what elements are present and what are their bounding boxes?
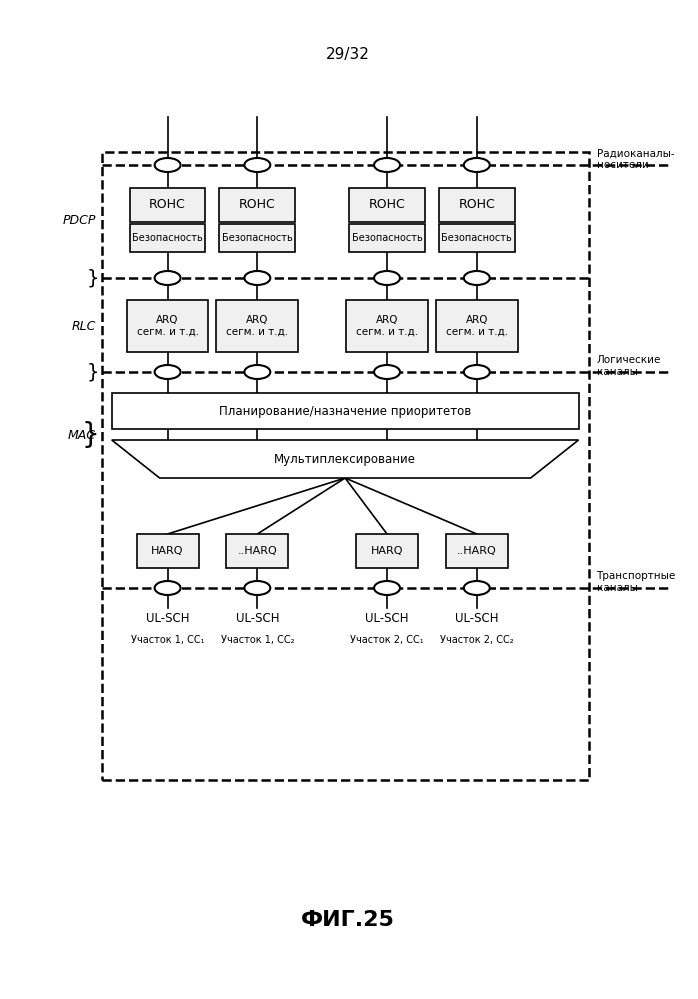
Text: ARQ
сегм. и т.д.: ARQ сегм. и т.д. bbox=[226, 316, 288, 337]
Bar bbox=[436, 300, 518, 352]
Text: }: } bbox=[87, 269, 98, 288]
Bar bbox=[349, 188, 425, 222]
Text: Радиоканалы-
носители: Радиоканалы- носители bbox=[597, 148, 674, 170]
Text: ROHC: ROHC bbox=[459, 199, 495, 212]
Bar bbox=[102, 152, 588, 780]
Text: }: } bbox=[87, 363, 98, 382]
Bar bbox=[137, 534, 198, 568]
Text: Безопасность: Безопасность bbox=[222, 233, 292, 243]
Ellipse shape bbox=[464, 158, 490, 172]
Bar bbox=[216, 300, 298, 352]
Text: UL-SCH: UL-SCH bbox=[455, 611, 498, 624]
Text: Безопасность: Безопасность bbox=[352, 233, 422, 243]
Text: RLC: RLC bbox=[71, 320, 96, 333]
Text: Участок 2, CC₁: Участок 2, CC₁ bbox=[350, 635, 424, 645]
Text: Транспортные
каналы: Транспортные каналы bbox=[597, 571, 676, 592]
Text: ..HARQ: ..HARQ bbox=[237, 546, 277, 556]
Text: ROHC: ROHC bbox=[369, 199, 406, 212]
Bar bbox=[349, 224, 425, 252]
Text: ARQ
сегм. и т.д.: ARQ сегм. и т.д. bbox=[137, 316, 199, 337]
Ellipse shape bbox=[155, 365, 181, 379]
Text: ФИГ.25: ФИГ.25 bbox=[302, 910, 395, 930]
Text: UL-SCH: UL-SCH bbox=[236, 611, 279, 624]
Bar bbox=[130, 224, 205, 252]
Ellipse shape bbox=[464, 365, 490, 379]
Ellipse shape bbox=[464, 581, 490, 595]
Text: ..HARQ: ..HARQ bbox=[457, 546, 497, 556]
Bar bbox=[219, 188, 295, 222]
Bar bbox=[439, 188, 514, 222]
Text: Участок 1, CC₁: Участок 1, CC₁ bbox=[131, 635, 205, 645]
Bar bbox=[439, 224, 514, 252]
Text: Безопасность: Безопасность bbox=[441, 233, 512, 243]
Text: Планирование/назначение приоритетов: Планирование/назначение приоритетов bbox=[219, 405, 471, 418]
Ellipse shape bbox=[464, 271, 490, 285]
Text: }: } bbox=[81, 422, 98, 450]
Ellipse shape bbox=[155, 271, 181, 285]
Text: Безопасность: Безопасность bbox=[132, 233, 203, 243]
Text: PDCP: PDCP bbox=[62, 214, 96, 227]
Bar bbox=[219, 224, 295, 252]
Bar bbox=[130, 188, 205, 222]
Ellipse shape bbox=[244, 365, 270, 379]
Bar bbox=[446, 534, 507, 568]
Text: ROHC: ROHC bbox=[239, 199, 276, 212]
Ellipse shape bbox=[244, 158, 270, 172]
Bar bbox=[356, 534, 418, 568]
Ellipse shape bbox=[155, 581, 181, 595]
Ellipse shape bbox=[155, 158, 181, 172]
Text: HARQ: HARQ bbox=[151, 546, 184, 556]
Text: HARQ: HARQ bbox=[371, 546, 403, 556]
Text: Участок 1, CC₂: Участок 1, CC₂ bbox=[221, 635, 294, 645]
Text: Участок 2, CC₂: Участок 2, CC₂ bbox=[440, 635, 514, 645]
Text: Мультиплексирование: Мультиплексирование bbox=[274, 453, 416, 466]
Ellipse shape bbox=[374, 271, 400, 285]
Ellipse shape bbox=[374, 581, 400, 595]
Text: ARQ
сегм. и т.д.: ARQ сегм. и т.д. bbox=[356, 316, 418, 337]
Ellipse shape bbox=[374, 158, 400, 172]
Text: UL-SCH: UL-SCH bbox=[365, 611, 409, 624]
Ellipse shape bbox=[244, 271, 270, 285]
Text: 29/32: 29/32 bbox=[326, 48, 370, 63]
Text: UL-SCH: UL-SCH bbox=[146, 611, 189, 624]
Text: ARQ
сегм. и т.д.: ARQ сегм. и т.д. bbox=[446, 316, 508, 337]
Polygon shape bbox=[112, 440, 579, 478]
Ellipse shape bbox=[244, 581, 270, 595]
Bar bbox=[346, 300, 428, 352]
Text: MAC: MAC bbox=[68, 429, 96, 442]
Bar bbox=[226, 534, 288, 568]
Bar bbox=[126, 300, 209, 352]
Bar bbox=[112, 393, 579, 429]
Text: Логические
каналы: Логические каналы bbox=[597, 356, 661, 377]
Text: ROHC: ROHC bbox=[149, 199, 186, 212]
Ellipse shape bbox=[374, 365, 400, 379]
